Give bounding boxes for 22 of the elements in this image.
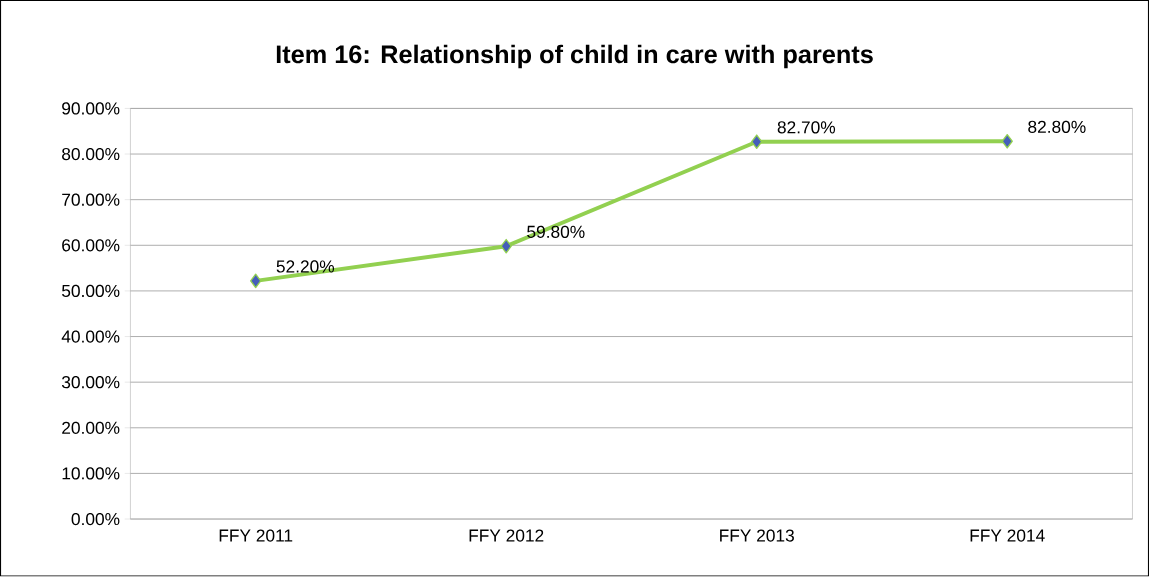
x-tick-label: FFY 2012	[469, 529, 544, 542]
data-label: 52.20%	[276, 260, 335, 273]
point	[751, 134, 763, 150]
y-tick-label: 70.00%	[62, 193, 120, 207]
x-tick-label: FFY 2011	[219, 529, 293, 542]
y-tick-label: 0.00%	[71, 513, 120, 526]
data-label: 82.70%	[777, 121, 836, 134]
x-tick-label: FFY 2014	[970, 529, 1045, 542]
y-tick-label: 90.00%	[62, 102, 120, 115]
chart-title: Item 16: Relationship of child in care with parents	[276, 44, 873, 69]
y-tick-label: 50.00%	[61, 285, 120, 298]
y-tick-label: 10.00%	[62, 467, 120, 480]
y-tick-label: 80.00%	[62, 148, 120, 161]
point	[1001, 134, 1013, 149]
point	[500, 239, 512, 254]
y-tick-label: 20.00%	[62, 421, 120, 435]
y-tick-label: 30.00%	[61, 376, 120, 389]
y-tick-label: 60.00%	[62, 239, 120, 252]
point	[250, 273, 262, 289]
y-tick-label: 40.00%	[61, 330, 120, 343]
data-label: 82.80%	[1028, 120, 1086, 134]
x-tick-label: FFY 2013	[720, 529, 794, 542]
